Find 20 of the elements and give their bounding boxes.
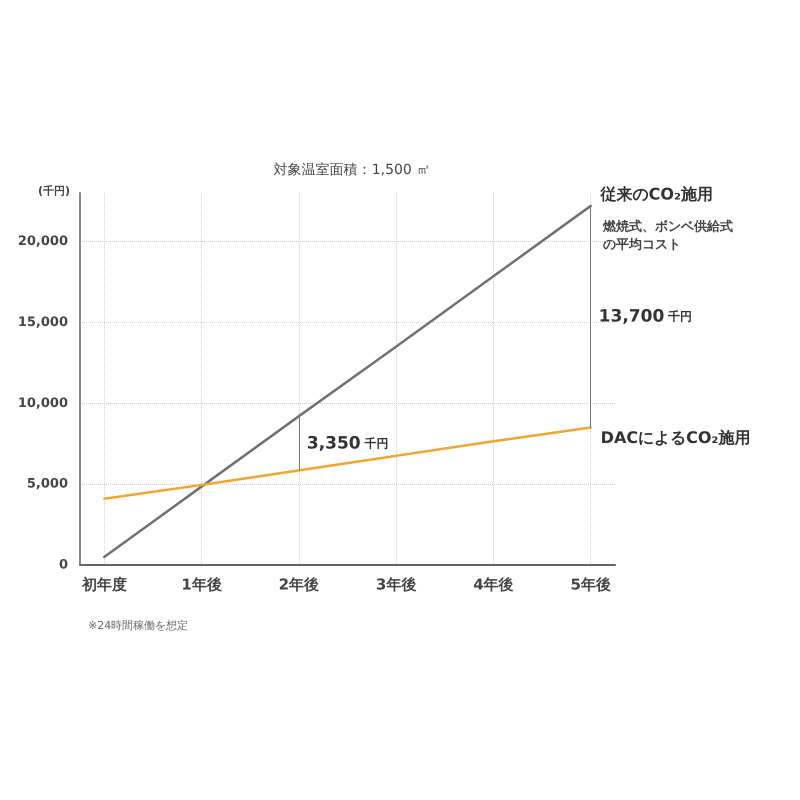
- line-series: [103, 426, 592, 500]
- y-tick-label: 10,000: [18, 396, 68, 411]
- series-label: DACによるCO₂施用: [600, 428, 750, 448]
- y-axis-title: (千円): [38, 184, 70, 198]
- y-tick-label: 0: [58, 558, 68, 572]
- text: ※24時間稼働を想定: [88, 619, 188, 632]
- x-tick-label: 2年後: [278, 576, 320, 594]
- x-tick-label: 5年後: [570, 576, 611, 594]
- line-series: [103, 204, 592, 558]
- y-tick-label: 15,000: [18, 314, 68, 330]
- y-tick-label: 5,000: [26, 476, 68, 492]
- annotation: 3,350 千円: [306, 433, 388, 454]
- annotation: 13,700 千円: [598, 306, 692, 327]
- x-tick-label: 4年後: [473, 576, 514, 594]
- y-tick-label: 20,000: [18, 234, 68, 250]
- x-tick-label: 初年度: [80, 576, 127, 594]
- x-tick-label: 3年後: [376, 576, 416, 594]
- chart-title: 対象温室面積：1,500 ㎡: [274, 162, 430, 178]
- x-tick-label: 1年後: [181, 576, 222, 594]
- series-label: 従来のCO₂施用: [600, 184, 714, 204]
